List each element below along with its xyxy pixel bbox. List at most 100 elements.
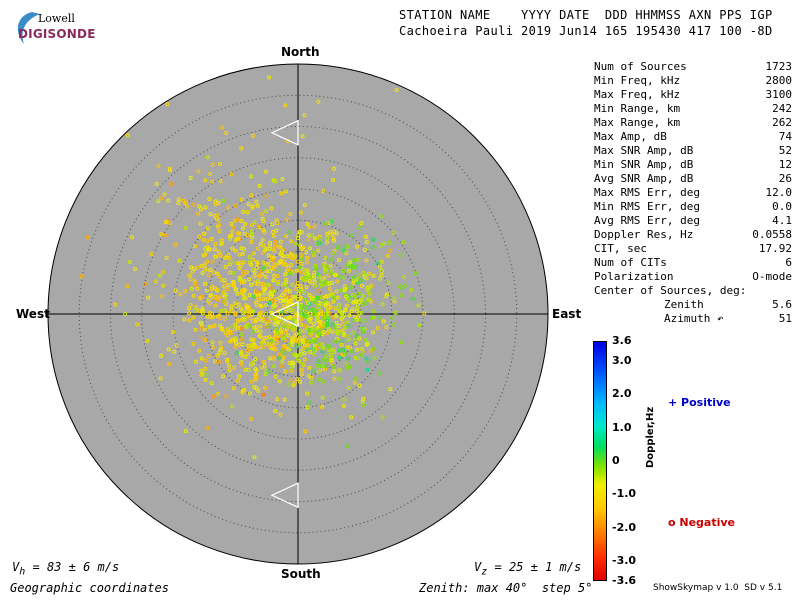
source-point bbox=[235, 217, 240, 222]
source-point bbox=[212, 270, 217, 275]
stat-value: 74 bbox=[778, 130, 792, 143]
source-point bbox=[208, 301, 213, 305]
source-point bbox=[231, 386, 236, 391]
source-point bbox=[281, 303, 286, 308]
source-point bbox=[249, 239, 254, 244]
source-point bbox=[223, 255, 228, 260]
source-point bbox=[359, 221, 364, 226]
stat-value: 6 bbox=[785, 256, 792, 269]
source-point bbox=[222, 284, 227, 289]
source-point bbox=[299, 253, 304, 258]
source-point bbox=[301, 277, 306, 282]
source-point bbox=[261, 228, 266, 233]
source-point bbox=[350, 292, 355, 297]
source-point bbox=[334, 289, 339, 294]
source-point bbox=[361, 270, 366, 275]
source-point bbox=[392, 296, 397, 301]
source-point bbox=[216, 250, 221, 254]
source-point bbox=[246, 202, 251, 207]
source-point bbox=[307, 225, 312, 230]
legend-positive: + Positive bbox=[668, 396, 731, 409]
source-point bbox=[254, 325, 259, 329]
source-point bbox=[326, 221, 331, 226]
source-point bbox=[216, 295, 221, 300]
source-point bbox=[365, 341, 370, 346]
source-point bbox=[271, 355, 276, 359]
source-point bbox=[254, 328, 259, 333]
source-point bbox=[247, 323, 252, 328]
source-point bbox=[233, 344, 238, 349]
source-point bbox=[302, 351, 307, 356]
source-point bbox=[241, 296, 246, 301]
source-point bbox=[204, 288, 209, 293]
source-point bbox=[220, 278, 224, 283]
source-point bbox=[166, 198, 171, 203]
source-point bbox=[206, 298, 211, 303]
source-point bbox=[278, 252, 283, 256]
source-point bbox=[273, 179, 278, 184]
source-point bbox=[335, 295, 340, 300]
source-point bbox=[210, 295, 215, 300]
source-point bbox=[280, 253, 285, 258]
source-point bbox=[364, 356, 369, 361]
source-point bbox=[376, 315, 381, 320]
source-point bbox=[296, 291, 301, 296]
source-point bbox=[316, 369, 321, 374]
source-point bbox=[211, 394, 216, 399]
colorbar-tick-label: -3.6 bbox=[612, 574, 637, 587]
source-point bbox=[351, 300, 356, 305]
source-point bbox=[355, 347, 360, 352]
source-point bbox=[227, 330, 232, 335]
logo-text-lowell: Lowell bbox=[38, 12, 75, 25]
logo-text-digisonde: DIGISONDE bbox=[18, 27, 96, 41]
source-point bbox=[316, 331, 321, 336]
source-point bbox=[255, 261, 260, 266]
direction-marker bbox=[270, 482, 299, 509]
source-point bbox=[342, 244, 347, 249]
source-point bbox=[325, 231, 330, 236]
source-point bbox=[342, 275, 347, 280]
source-point bbox=[291, 256, 296, 261]
source-point bbox=[409, 288, 414, 292]
source-point bbox=[218, 323, 223, 328]
source-point bbox=[222, 282, 227, 287]
statistics-panel: Num of Sources 1723 Min Freq, kHz 2800 Max F… bbox=[594, 60, 792, 326]
source-point bbox=[312, 279, 317, 284]
source-point bbox=[317, 377, 322, 382]
source-point bbox=[293, 337, 298, 342]
source-point bbox=[191, 315, 196, 320]
source-point bbox=[213, 303, 218, 308]
source-point bbox=[422, 311, 427, 316]
source-point bbox=[283, 189, 288, 194]
source-point bbox=[250, 344, 255, 348]
source-point bbox=[317, 342, 322, 347]
source-point bbox=[233, 287, 238, 292]
stat-row: Avg SNR Amp, dB 26 bbox=[594, 172, 792, 186]
source-point bbox=[279, 191, 284, 196]
source-point bbox=[160, 294, 165, 299]
direction-label-south: South bbox=[281, 567, 321, 581]
source-point bbox=[311, 312, 316, 317]
source-point bbox=[217, 360, 222, 365]
source-point bbox=[269, 338, 274, 343]
source-point bbox=[230, 324, 235, 329]
source-point bbox=[201, 237, 206, 242]
zenith-range-label: Zenith: max 40° step 5° bbox=[419, 581, 593, 595]
source-point bbox=[365, 287, 370, 292]
source-point bbox=[316, 359, 321, 364]
source-point bbox=[353, 376, 358, 381]
source-point bbox=[200, 311, 205, 316]
source-point bbox=[357, 336, 362, 341]
source-point bbox=[357, 291, 362, 296]
source-point bbox=[260, 211, 265, 216]
source-point bbox=[188, 175, 193, 180]
source-point bbox=[161, 283, 166, 288]
source-point bbox=[249, 174, 254, 179]
source-point bbox=[184, 204, 189, 209]
source-point bbox=[288, 378, 293, 383]
source-point bbox=[286, 333, 291, 338]
source-point bbox=[387, 240, 392, 245]
source-point bbox=[193, 327, 198, 332]
source-point bbox=[223, 292, 228, 297]
doppler-colorbar bbox=[593, 341, 607, 581]
